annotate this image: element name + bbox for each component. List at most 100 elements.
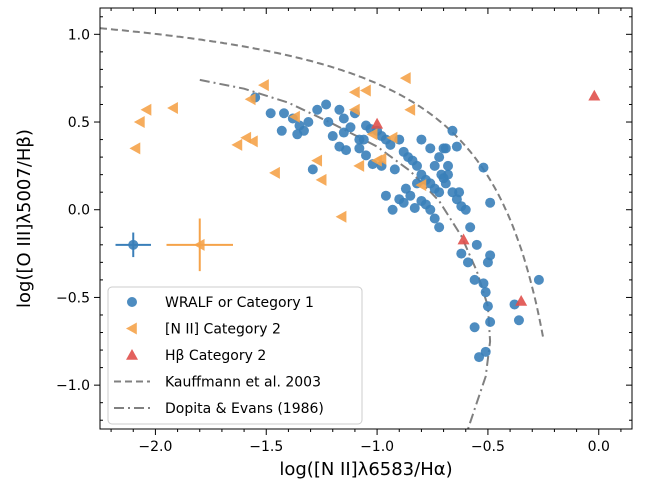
category1-point — [400, 183, 411, 194]
category1-point — [265, 108, 276, 119]
category1-point — [451, 141, 462, 152]
category1-point — [434, 187, 445, 198]
plot-elements — [100, 27, 545, 429]
nii-category2-point — [404, 103, 416, 116]
nii-category2-point — [375, 152, 387, 165]
nii-category2-point — [231, 138, 243, 151]
category1-point — [307, 164, 318, 175]
hbeta-category2-point — [457, 233, 470, 245]
category1-point — [434, 222, 445, 233]
category1-point — [429, 160, 440, 171]
hbeta-category2-point — [515, 294, 528, 306]
category1-point — [389, 164, 400, 175]
category1-point — [345, 122, 356, 133]
dopita-evans-curve — [199, 78, 492, 429]
category1-point — [323, 117, 334, 128]
legend-label: [N II] Category 2 — [165, 322, 281, 338]
nii-category2-point — [335, 210, 347, 223]
category1-point — [513, 315, 524, 326]
category1-point — [482, 301, 493, 312]
category1-point — [460, 204, 471, 215]
category1-point — [312, 104, 323, 115]
category1-point — [341, 145, 352, 156]
nii-category2-point — [258, 79, 269, 92]
hbeta-category2-point — [371, 117, 384, 129]
category1-point — [425, 204, 436, 215]
category1-point — [334, 104, 345, 115]
category1-point — [474, 352, 485, 363]
nii-category2-point — [140, 103, 152, 116]
nii-category2-point — [167, 101, 178, 114]
y-axis-label: log([O III]λ5007/Hβ) — [14, 129, 35, 308]
category1-point — [485, 250, 496, 261]
x-tick-label: −1.5 — [249, 439, 283, 455]
category1-point — [292, 129, 303, 140]
legend: WRALF or Category 1 [N II] Category 2 Hβ C… — [107, 286, 363, 425]
legend-label: WRALF or Category 1 — [165, 295, 314, 311]
category1-point — [321, 99, 332, 110]
category1-point — [380, 190, 391, 201]
category1-point — [440, 178, 451, 189]
y-tick-label: 0.5 — [68, 115, 90, 131]
nii-category2-point — [386, 131, 398, 144]
nii-category2-point — [366, 128, 378, 141]
nii-category2-point — [129, 142, 141, 155]
category1-point — [385, 139, 396, 150]
error-bar-point — [193, 238, 205, 251]
legend-label: Kauffmann et al. 2003 — [165, 375, 321, 391]
legend-marker — [126, 349, 138, 360]
x-tick-label: −2.0 — [138, 439, 172, 455]
nii-category2-point — [289, 110, 300, 123]
nii-category2-point — [133, 116, 145, 129]
category1-point — [469, 274, 480, 285]
category1-point — [358, 134, 369, 145]
category1-point — [443, 160, 454, 171]
category1-point — [462, 257, 473, 268]
x-tick-label: 0.0 — [588, 439, 610, 455]
category1-point — [361, 150, 371, 161]
category1-point — [456, 248, 467, 259]
category1-point — [303, 117, 314, 128]
hbeta-category2-point — [588, 89, 601, 101]
y-tick-label: −1.0 — [56, 378, 90, 394]
nii-category2-point — [244, 93, 256, 106]
nii-category2-point — [311, 154, 323, 167]
nii-category2-point — [348, 103, 360, 116]
category1-point — [471, 239, 482, 250]
legend-marker — [126, 322, 137, 335]
category1-point — [425, 143, 436, 154]
category1-point — [416, 134, 427, 145]
nii-category2-point — [315, 173, 327, 186]
legend-label: Hβ Category 2 — [165, 348, 266, 364]
category1-point — [394, 194, 405, 205]
category1-point — [485, 316, 496, 327]
chart-marks — [115, 72, 601, 363]
error-bar-point — [128, 239, 139, 250]
legend-label: Dopita & Evans (1986) — [165, 401, 324, 417]
category1-point — [454, 187, 465, 198]
nii-category2-point — [360, 84, 371, 97]
nii-category2-point — [415, 179, 427, 192]
y-tick-label: −0.5 — [56, 290, 90, 306]
category1-point — [387, 204, 398, 215]
category1-point — [485, 197, 496, 208]
x-tick-label: −1.0 — [360, 439, 394, 455]
y-tick-label: 1.0 — [68, 27, 90, 43]
category1-point — [411, 160, 422, 171]
category1-point — [436, 169, 447, 180]
category1-point — [278, 108, 289, 119]
category1-point — [478, 162, 489, 173]
nii-category2-point — [269, 166, 280, 179]
category1-point — [478, 278, 489, 289]
category1-point — [469, 322, 480, 333]
category1-point — [533, 274, 544, 285]
category1-point — [354, 143, 365, 154]
x-axis-label: log([N II]λ6583/Hα) — [279, 459, 452, 480]
kauffmann-curve — [100, 27, 545, 339]
category1-point — [440, 143, 451, 154]
nii-category2-point — [348, 86, 360, 99]
nii-category2-point — [246, 135, 258, 148]
category1-point — [480, 287, 491, 298]
nii-category2-point — [399, 72, 411, 85]
